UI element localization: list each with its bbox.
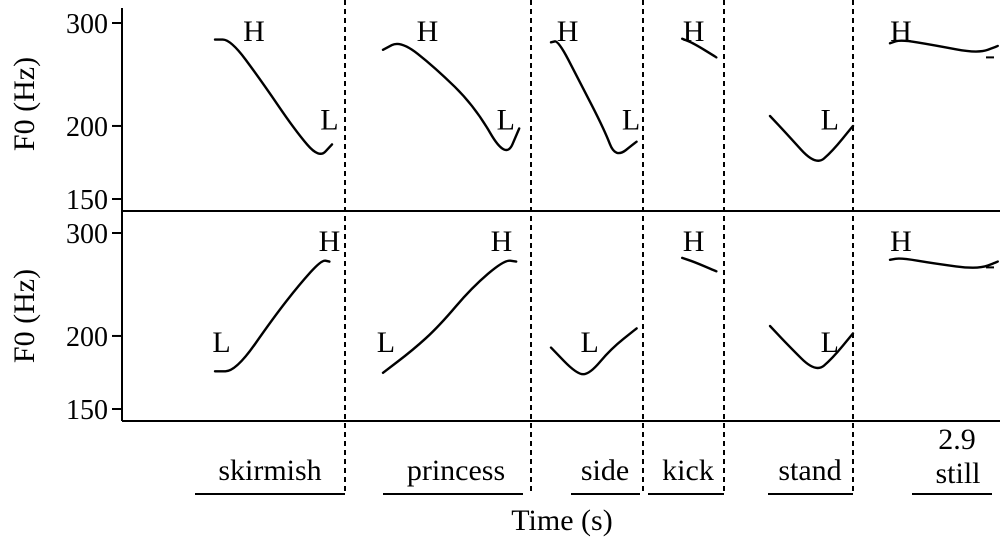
tone-label-H: H xyxy=(417,15,439,48)
tone-label-H: H xyxy=(243,15,265,48)
y-tick-label: 150 xyxy=(66,395,108,426)
tone-label-L: L xyxy=(377,326,395,359)
f0-curves xyxy=(213,37,999,376)
word-label-skirmish: skirmish xyxy=(218,454,321,487)
y-axis-label-top: F0 (Hz) xyxy=(8,57,41,151)
f0-curve-stand xyxy=(768,114,855,162)
y-axis-label-bottom: F0 (Hz) xyxy=(8,269,41,363)
f0-curve-skirmish xyxy=(213,38,334,155)
f0-curve-skirmish xyxy=(213,259,331,373)
x-axis-label: Time (s) xyxy=(511,504,612,537)
tone-label-L: L xyxy=(580,326,598,359)
y-tick-label: 300 xyxy=(66,219,108,250)
y-tick-label: 150 xyxy=(66,185,108,216)
tone-label-L: L xyxy=(212,326,230,359)
word-label-still: still xyxy=(935,457,980,490)
f0-curve-stand xyxy=(768,324,855,370)
tone-label-H: H xyxy=(491,225,513,258)
time-end-label: 2.9 xyxy=(938,423,976,456)
tone-label-L: L xyxy=(622,103,640,136)
f0-curve-still xyxy=(888,257,999,269)
tone-label-H: H xyxy=(319,225,341,258)
tone-label-L: L xyxy=(497,103,515,136)
tone-label-L: L xyxy=(320,103,338,136)
word-boundaries xyxy=(344,0,854,494)
f0-curve-side xyxy=(549,327,638,376)
word-label-stand: stand xyxy=(778,454,841,487)
tone-label-H: H xyxy=(683,15,705,48)
tone-labels: H L H L H L H L H L H L H L H L H xyxy=(212,15,912,359)
word-labels: skirmish princess side kick stand still xyxy=(195,454,992,495)
f0-curve-kick xyxy=(681,37,718,59)
y-tick-label: 200 xyxy=(66,112,108,143)
word-label-princess: princess xyxy=(407,454,505,487)
f0-curve-side xyxy=(549,40,638,155)
f0-curve-princess xyxy=(381,42,521,152)
tone-label-H: H xyxy=(890,225,912,258)
tone-label-H: H xyxy=(557,15,579,48)
tone-label-L: L xyxy=(821,326,839,359)
f0-curve-still xyxy=(888,39,999,53)
f0-curve-kick xyxy=(681,256,718,273)
y-tick-label: 300 xyxy=(66,9,108,40)
word-label-kick: kick xyxy=(662,454,714,487)
y-tick-label: 200 xyxy=(66,322,108,353)
word-label-side: side xyxy=(581,454,629,487)
f0-curve-princess xyxy=(381,259,518,374)
tone-label-H: H xyxy=(890,15,912,48)
tone-label-H: H xyxy=(683,225,705,258)
tone-label-L: L xyxy=(821,103,839,136)
